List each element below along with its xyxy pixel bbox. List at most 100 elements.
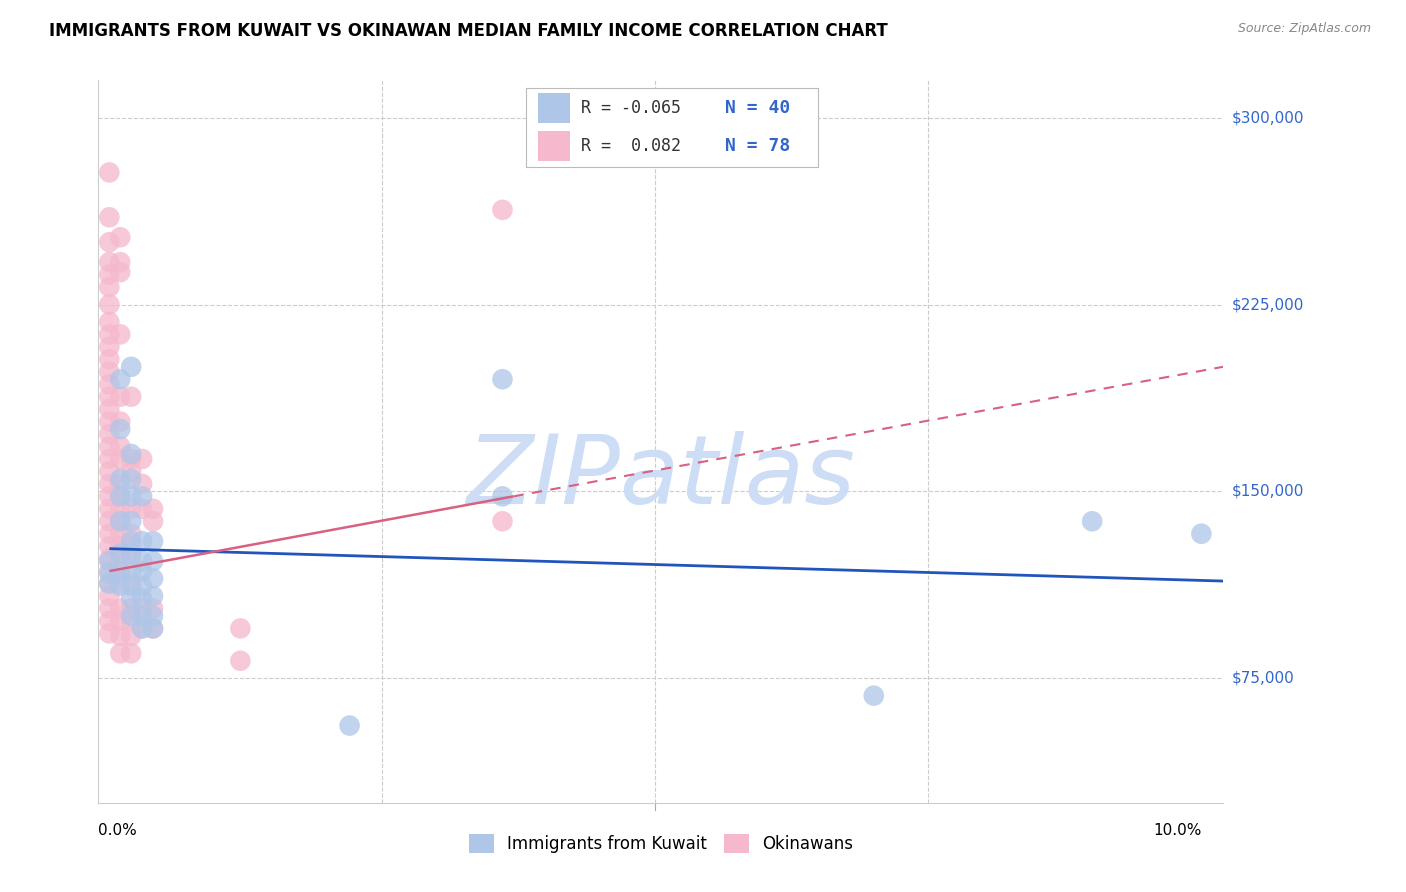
Point (120, 501, 142, 516)
Point (131, 579, 153, 593)
Point (142, 501, 165, 516)
Point (98, 297, 121, 311)
Point (98, 554, 121, 568)
Point (142, 514, 165, 528)
Point (110, 539, 132, 553)
Point (98, 427, 121, 442)
Point (110, 564, 132, 578)
Text: Source: ZipAtlas.com: Source: ZipAtlas.com (1237, 22, 1371, 36)
Point (98, 564, 121, 578)
Point (98, 539, 121, 553)
Point (110, 551, 132, 566)
Point (131, 601, 153, 615)
Point (131, 591, 153, 606)
Point (120, 646, 142, 660)
Point (131, 609, 153, 624)
Point (110, 489, 132, 503)
Point (491, 202, 513, 217)
Point (98, 589, 121, 603)
Point (110, 422, 132, 436)
Text: $225,000: $225,000 (1232, 297, 1305, 312)
Point (110, 390, 132, 404)
Point (131, 489, 153, 503)
Point (131, 452, 153, 467)
Point (120, 539, 142, 553)
Point (110, 614, 132, 628)
Point (120, 551, 142, 566)
Point (98, 211, 121, 225)
Point (110, 372, 132, 386)
Text: 0.0%: 0.0% (98, 822, 138, 838)
Point (98, 340, 121, 354)
Point (120, 601, 142, 615)
Point (98, 255, 121, 269)
Point (229, 654, 252, 668)
Point (120, 526, 142, 541)
Point (862, 689, 884, 703)
Point (98, 514, 121, 528)
Point (131, 621, 153, 635)
Point (491, 372, 513, 386)
Point (120, 579, 142, 593)
Point (120, 591, 142, 606)
Point (98, 235, 121, 250)
Point (110, 476, 132, 491)
Text: $75,000: $75,000 (1232, 671, 1295, 686)
Point (142, 572, 165, 586)
Point (110, 579, 132, 593)
Point (142, 554, 165, 568)
Point (98, 365, 121, 379)
Point (98, 476, 121, 491)
Point (110, 576, 132, 591)
Point (120, 390, 142, 404)
Point (120, 359, 142, 374)
Text: 10.0%: 10.0% (1153, 822, 1201, 838)
Point (1081, 514, 1104, 528)
Point (110, 564, 132, 578)
Point (491, 489, 513, 503)
Point (131, 476, 153, 491)
Point (98, 390, 121, 404)
Point (98, 576, 121, 591)
Point (131, 534, 153, 549)
Point (98, 402, 121, 417)
Point (110, 629, 132, 643)
Point (131, 621, 153, 635)
Point (142, 621, 165, 635)
Point (120, 547, 142, 561)
Point (142, 609, 165, 624)
Point (120, 514, 142, 528)
Point (98, 327, 121, 342)
Point (98, 280, 121, 294)
Text: IMMIGRANTS FROM KUWAIT VS OKINAWAN MEDIAN FAMILY INCOME CORRELATION CHART: IMMIGRANTS FROM KUWAIT VS OKINAWAN MEDIA… (49, 22, 889, 40)
Point (98, 352, 121, 367)
Point (98, 465, 121, 479)
Point (120, 452, 142, 467)
Point (131, 554, 153, 568)
Point (110, 452, 132, 467)
Point (131, 501, 153, 516)
Point (98, 268, 121, 282)
Point (120, 465, 142, 479)
Point (110, 526, 132, 541)
Point (110, 547, 132, 561)
Point (110, 327, 132, 342)
Point (110, 514, 132, 528)
Point (110, 601, 132, 615)
Point (98, 526, 121, 541)
Point (98, 551, 121, 566)
Point (120, 489, 142, 503)
Point (120, 609, 142, 624)
Point (98, 626, 121, 640)
Point (98, 315, 121, 329)
Point (110, 646, 132, 660)
Point (120, 576, 142, 591)
Point (98, 566, 121, 581)
Point (142, 589, 165, 603)
Point (120, 564, 142, 578)
Point (98, 440, 121, 454)
Text: $300,000: $300,000 (1232, 110, 1305, 125)
Point (339, 718, 361, 732)
Point (110, 255, 132, 269)
Point (229, 621, 252, 635)
